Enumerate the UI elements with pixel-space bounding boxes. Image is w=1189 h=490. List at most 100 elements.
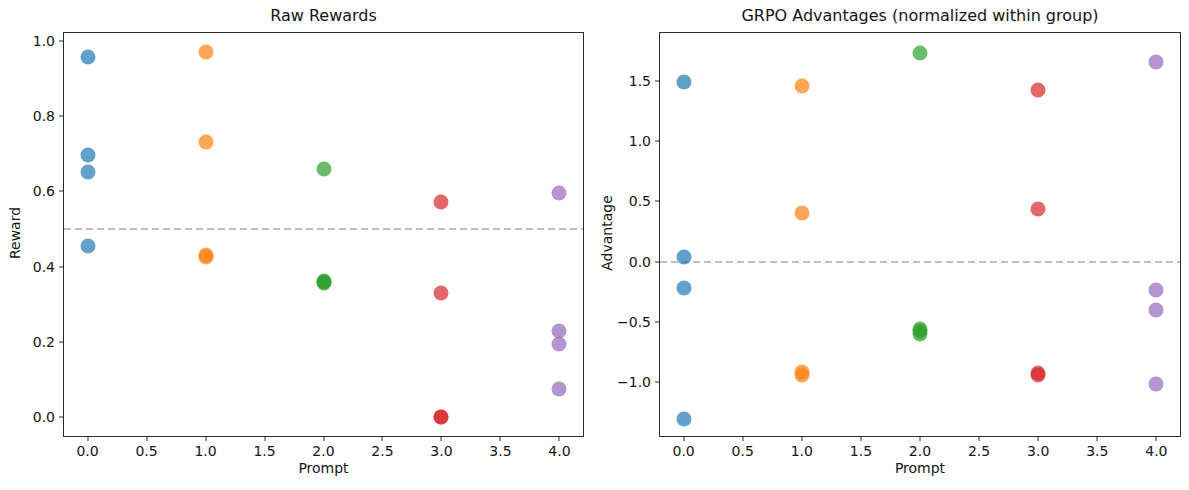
- figure: Raw Rewards GRPO Advantages (normalized …: [0, 0, 1189, 490]
- scatter-point: [316, 161, 331, 176]
- scatter-point: [434, 285, 449, 300]
- x-tick-mark: [559, 436, 560, 441]
- scatter-point: [676, 412, 691, 427]
- grpo-advantages-axes: 0.00.51.01.52.02.53.03.54.0−1.0−0.50.00.…: [659, 32, 1181, 437]
- scatter-point: [552, 336, 567, 351]
- scatter-point: [913, 46, 928, 61]
- scatter-point: [1149, 283, 1164, 298]
- scatter-point: [80, 165, 95, 180]
- scatter-point: [1149, 54, 1164, 69]
- y-tick-label: 0.4: [33, 259, 55, 275]
- x-tick-label: 0.5: [135, 443, 157, 459]
- y-tick-label: 1.5: [629, 73, 651, 89]
- x-tick-label: 2.0: [909, 443, 931, 459]
- y-tick-label: −1.0: [617, 374, 651, 390]
- y-tick-mark: [655, 321, 660, 322]
- x-tick-mark: [1097, 436, 1098, 441]
- y-tick-label: 0.2: [33, 334, 55, 350]
- y-tick-label: 0.6: [33, 183, 55, 199]
- y-tick-mark: [59, 40, 64, 41]
- y-tick-label: 0.0: [629, 254, 651, 270]
- scatter-point: [676, 281, 691, 296]
- x-tick-label: 3.5: [1086, 443, 1108, 459]
- x-tick-label: 1.5: [850, 443, 872, 459]
- y-tick-mark: [655, 141, 660, 142]
- y-tick-label: −0.5: [617, 314, 651, 330]
- x-tick-label: 4.0: [1145, 443, 1167, 459]
- y-tick-label: 1.0: [33, 33, 55, 49]
- x-tick-label: 4.0: [548, 443, 570, 459]
- x-tick-mark: [683, 436, 684, 441]
- x-tick-mark: [87, 436, 88, 441]
- x-tick-mark: [323, 436, 324, 441]
- scatter-point: [794, 206, 809, 221]
- y-tick-label: 1.0: [629, 133, 651, 149]
- y-tick-mark: [655, 201, 660, 202]
- y-tick-label: 0.8: [33, 108, 55, 124]
- scatter-point: [198, 250, 213, 265]
- x-tick-mark: [860, 436, 861, 441]
- scatter-point: [80, 50, 95, 65]
- y-tick-mark: [59, 115, 64, 116]
- x-tick-mark: [441, 436, 442, 441]
- x-tick-mark: [1156, 436, 1157, 441]
- y-tick-mark: [655, 81, 660, 82]
- x-tick-label: 0.0: [672, 443, 694, 459]
- x-tick-mark: [801, 436, 802, 441]
- scatter-point: [1031, 367, 1046, 382]
- scatter-point: [676, 75, 691, 90]
- x-tick-label: 0.5: [732, 443, 754, 459]
- x-tick-label: 2.5: [968, 443, 990, 459]
- grpo-advantages-title: GRPO Advantages (normalized within group…: [659, 6, 1181, 25]
- right-prompt-axis-label: Prompt: [659, 460, 1181, 476]
- scatter-point: [1149, 377, 1164, 392]
- x-tick-mark: [920, 436, 921, 441]
- x-tick-mark: [742, 436, 743, 441]
- reward-axis-label: Reward: [7, 173, 23, 293]
- x-tick-mark: [979, 436, 980, 441]
- y-tick-mark: [655, 381, 660, 382]
- scatter-point: [913, 326, 928, 341]
- dashed-baseline: [660, 261, 1180, 263]
- scatter-point: [1031, 201, 1046, 216]
- raw-rewards-axes: 0.00.51.01.52.02.53.03.54.00.00.20.40.60…: [63, 32, 584, 437]
- x-tick-mark: [382, 436, 383, 441]
- y-tick-mark: [59, 341, 64, 342]
- scatter-point: [794, 78, 809, 93]
- x-tick-mark: [146, 436, 147, 441]
- x-tick-label: 2.5: [371, 443, 393, 459]
- scatter-point: [198, 135, 213, 150]
- dashed-baseline: [64, 228, 583, 230]
- x-tick-mark: [1038, 436, 1039, 441]
- x-tick-mark: [205, 436, 206, 441]
- scatter-point: [198, 44, 213, 59]
- y-tick-mark: [59, 417, 64, 418]
- scatter-point: [552, 186, 567, 201]
- scatter-point: [676, 249, 691, 264]
- scatter-point: [552, 381, 567, 396]
- y-tick-label: 0.0: [33, 409, 55, 425]
- x-tick-label: 1.5: [253, 443, 275, 459]
- x-tick-mark: [264, 436, 265, 441]
- scatter-point: [434, 195, 449, 210]
- scatter-point: [80, 148, 95, 163]
- x-tick-label: 3.0: [1027, 443, 1049, 459]
- scatter-point: [80, 238, 95, 253]
- scatter-point: [316, 276, 331, 291]
- scatter-point: [434, 410, 449, 425]
- y-tick-label: 0.5: [629, 193, 651, 209]
- raw-rewards-title: Raw Rewards: [63, 6, 584, 25]
- y-tick-mark: [59, 191, 64, 192]
- x-tick-label: 1.0: [791, 443, 813, 459]
- left-prompt-axis-label: Prompt: [63, 460, 584, 476]
- x-tick-label: 1.0: [194, 443, 216, 459]
- x-tick-label: 0.0: [76, 443, 98, 459]
- scatter-point: [1031, 82, 1046, 97]
- x-tick-label: 2.0: [312, 443, 334, 459]
- x-tick-label: 3.5: [489, 443, 511, 459]
- scatter-point: [794, 367, 809, 382]
- x-tick-mark: [500, 436, 501, 441]
- y-tick-mark: [59, 266, 64, 267]
- x-tick-label: 3.0: [430, 443, 452, 459]
- advantage-axis-label: Advantage: [599, 173, 615, 293]
